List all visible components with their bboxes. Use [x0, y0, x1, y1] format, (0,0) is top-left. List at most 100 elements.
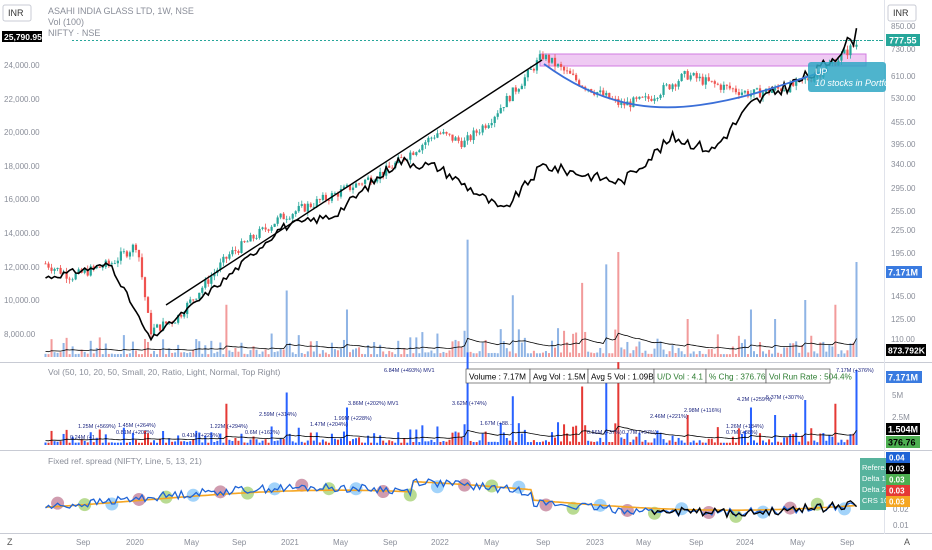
volume-pane-bar: [532, 440, 535, 445]
volume-bar: [689, 353, 692, 357]
volume-pane-bar: [186, 441, 189, 445]
currency-left-box[interactable]: [2, 4, 32, 22]
auto-scale-icon[interactable]: A: [904, 537, 910, 547]
volume-pane-bar: [330, 433, 333, 445]
candle-body: [602, 90, 605, 96]
volume-bar: [734, 353, 737, 357]
volume-ma-line: [45, 332, 857, 353]
volume-pane-bar: [526, 442, 529, 445]
volume-pane-bar: [514, 442, 517, 445]
volume-pane-bar: [454, 431, 457, 445]
vol-legend[interactable]: Vol (100): [48, 17, 84, 27]
spread-pane-title[interactable]: Fixed ref. spread (NIFTY, Line, 5, 13, 2…: [48, 456, 202, 466]
candle-body: [632, 97, 635, 108]
volume-pane-bar: [572, 426, 575, 445]
volume-bar: [189, 352, 192, 357]
volume-bar: [409, 337, 412, 357]
candle-body: [716, 83, 719, 85]
candle-body: [430, 137, 433, 139]
candle-body: [225, 256, 228, 259]
candle-body: [843, 49, 846, 54]
timezone-icon[interactable]: Z: [7, 537, 13, 547]
volume-bar: [56, 352, 59, 357]
volume-pane-bar: [834, 403, 837, 445]
volume-bar: [140, 354, 143, 357]
portfolio-annotation[interactable]: UP 10 stocks in Portfo: [808, 62, 889, 92]
volume-bar: [641, 352, 644, 357]
volume-pane-bar: [629, 442, 632, 445]
volume-pane-bar: [710, 438, 713, 445]
volume-pane-bar: [312, 440, 315, 445]
candle-body: [291, 214, 294, 219]
volume-pane-bar: [189, 441, 192, 445]
volume-pane-bar: [608, 442, 611, 445]
vol-pane-title[interactable]: Vol (50, 10, 20, 50, Small, 20, Ratio, L…: [48, 367, 280, 377]
volume-pane-bar: [388, 440, 391, 445]
volume-pane-bar: [306, 440, 309, 445]
volume-pane-bar: [400, 442, 403, 445]
candle-body: [436, 133, 439, 138]
volume-bar: [746, 354, 749, 357]
volume-bar: [255, 349, 258, 357]
volume-bar: [219, 342, 222, 357]
volume-pane-bar: [502, 432, 505, 445]
candle-body: [137, 249, 141, 258]
volume-pane-bar: [385, 442, 388, 445]
volume-bar: [626, 341, 629, 357]
candle-body: [707, 77, 710, 81]
volume-pane-bar: [828, 435, 831, 445]
volume-bar: [502, 341, 505, 357]
time-axis[interactable]: Sep 2020 May Sep 2021 May Sep 2022 May Sep 2023 May…: [76, 538, 855, 547]
cup-curve[interactable]: [543, 63, 829, 109]
volume-pane-bar: [740, 433, 743, 445]
volume-spike-label: 1.99M (+228%): [334, 416, 372, 422]
last-price-badge: [886, 34, 920, 46]
price-axis-right-label: 225.00: [891, 226, 916, 235]
volume-pane-bar: [207, 442, 210, 445]
volume-bar: [361, 353, 364, 357]
volume-pane-bar: [493, 441, 496, 445]
candle-body: [415, 152, 418, 155]
candle-body: [424, 142, 427, 145]
volume-pane-bar: [484, 431, 487, 445]
trend-line[interactable]: [165, 59, 543, 306]
volume-bar: [439, 353, 442, 357]
volume-bar: [538, 353, 541, 357]
candle-body: [511, 87, 514, 102]
volume-pane-bar: [499, 422, 502, 445]
candle-body: [285, 218, 288, 220]
candle-body: [140, 257, 144, 278]
candle-body: [412, 152, 415, 155]
volume-bar: [424, 352, 427, 357]
volume-pane-bar: [707, 438, 710, 445]
volume-pane-bar: [324, 441, 327, 445]
candle-body: [484, 125, 487, 128]
volume-bar: [315, 341, 318, 357]
volume-pane-bar: [403, 438, 406, 445]
price-axis-right[interactable]: 850.00 730.00 610.00 530.00 455.00 395.00 340.…: [891, 22, 916, 344]
volume-pane-bar: [50, 430, 53, 445]
volume-pane-bar: [674, 441, 677, 445]
volume-pane-bar: [367, 435, 370, 445]
volume-pane-bar: [837, 442, 840, 445]
currency-right-box[interactable]: [887, 4, 917, 22]
symbol-title[interactable]: ASAHI INDIA GLASS LTD, 1W, NSE: [48, 6, 194, 16]
spread-delta1-line: [45, 478, 857, 518]
volume-pane-bar: [110, 442, 113, 445]
candle-body: [466, 135, 469, 141]
volume-bar: [370, 354, 373, 357]
volume-bar: [110, 353, 113, 357]
volume-pane-bar: [125, 442, 128, 445]
candle-body: [487, 125, 490, 128]
volume-bar: [312, 351, 315, 357]
candle-body: [505, 96, 508, 108]
volume-bar: [578, 353, 581, 357]
volume-bar: [650, 353, 653, 357]
volume-bar: [557, 328, 560, 357]
volume-pane-bar: [587, 440, 590, 445]
compare-legend[interactable]: NIFTY · NSE: [48, 28, 100, 38]
volume-pane-bar: [765, 442, 768, 445]
volume-pane-bar: [44, 442, 47, 445]
volume-bar: [541, 352, 544, 357]
